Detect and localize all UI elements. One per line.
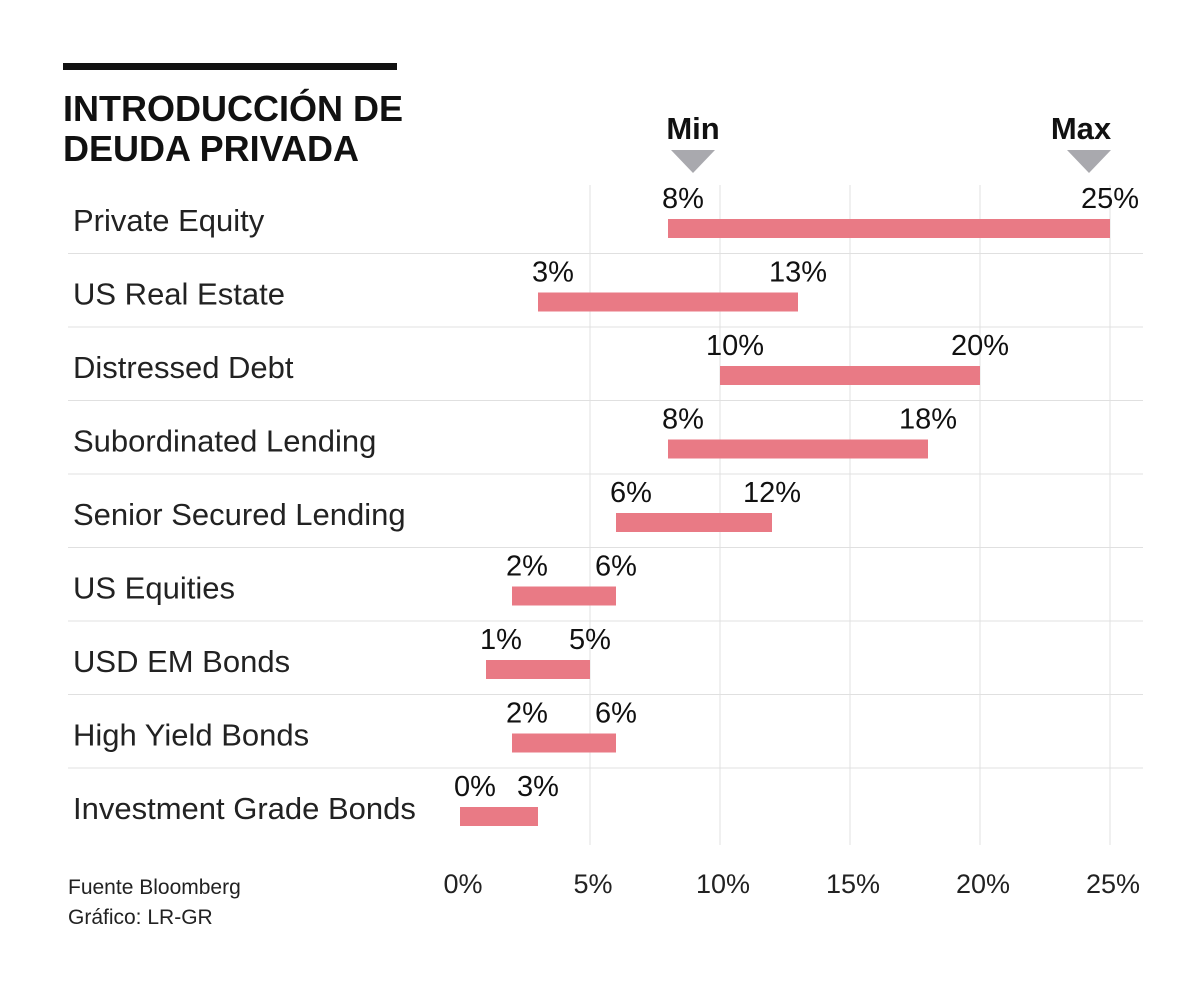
category-label: US Real Estate [73, 277, 285, 312]
x-tick-label: 25% [1086, 869, 1140, 899]
category-label: US Equities [73, 571, 235, 606]
range-bar [512, 586, 616, 606]
min-value-label: 1% [480, 624, 522, 656]
chart-title-line-2: DEUDA PRIVADA [63, 128, 359, 169]
range-bar [668, 219, 1110, 238]
range-bar [616, 513, 772, 532]
min-value-label: 2% [506, 551, 548, 583]
max-value-label: 6% [595, 551, 637, 583]
min-value-label: 8% [662, 183, 704, 215]
category-label: High Yield Bonds [73, 718, 309, 753]
range-bar [668, 439, 928, 459]
range-bar [460, 807, 538, 826]
max-value-label: 12% [743, 477, 801, 509]
legend-min: Min [666, 111, 720, 173]
category-rows: Private Equity US Real Estate Distressed D… [68, 203, 1143, 826]
category-label: Subordinated Lending [73, 424, 376, 459]
max-value-label: 3% [517, 771, 559, 803]
category-label: Distressed Debt [73, 350, 294, 385]
x-tick-label: 0% [443, 869, 482, 899]
max-value-label: 13% [769, 257, 827, 289]
range-bar [538, 292, 798, 312]
max-value-label: 18% [899, 404, 957, 436]
x-axis-ticks: 0% 5% 10% 15% 20% 25% [443, 869, 1140, 899]
footer-credit: Gráfico: LR-GR [68, 906, 213, 929]
footer-source: Fuente Bloomberg [68, 876, 241, 899]
min-value-label: 2% [506, 698, 548, 730]
x-tick-label: 20% [956, 869, 1010, 899]
legend-min-label: Min [666, 111, 719, 146]
category-label: Senior Secured Lending [73, 497, 406, 532]
x-tick-label: 15% [826, 869, 880, 899]
x-tick-label: 10% [696, 869, 750, 899]
range-bars: 8% 25% 3% 13% 10% 20% 8% 18% 6% 12% 2% 6% 1% 5% 2% 6% 0%… [454, 183, 1139, 826]
legend-max: Max [1051, 111, 1112, 173]
chart-title-line-1: INTRODUCCIÓN DE [63, 87, 403, 129]
max-value-label: 5% [569, 624, 611, 656]
max-marker-icon [1067, 150, 1111, 173]
range-bar [720, 366, 980, 385]
min-value-label: 0% [454, 771, 496, 803]
min-value-label: 6% [610, 477, 652, 509]
range-bar [486, 660, 590, 679]
x-tick-label: 5% [573, 869, 612, 899]
max-value-label: 6% [595, 698, 637, 730]
min-value-label: 8% [662, 404, 704, 436]
range-bar [512, 733, 616, 753]
min-marker-icon [671, 150, 715, 173]
min-value-label: 10% [706, 330, 764, 362]
max-value-label: 20% [951, 330, 1009, 362]
category-label: USD EM Bonds [73, 644, 290, 679]
max-value-label: 25% [1081, 183, 1139, 215]
min-value-label: 3% [532, 257, 574, 289]
category-label: Investment Grade Bonds [73, 791, 416, 826]
category-label: Private Equity [73, 203, 265, 238]
legend-max-label: Max [1051, 111, 1112, 146]
title-rule [63, 63, 397, 70]
